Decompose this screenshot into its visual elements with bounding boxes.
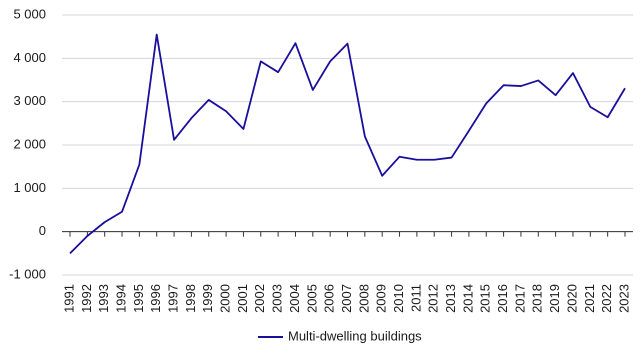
x-tick-label: 2009 <box>374 284 389 313</box>
x-tick-label: 2008 <box>356 284 371 313</box>
x-tick-label: 2013 <box>443 284 458 313</box>
x-tick-label: 2021 <box>582 284 597 313</box>
x-tick-label: 1996 <box>148 284 163 313</box>
x-tick-label: 1999 <box>200 284 215 313</box>
x-tick-label: 1993 <box>96 284 111 313</box>
x-tick-label: 2018 <box>530 284 545 313</box>
x-tick-label: 2010 <box>391 284 406 313</box>
x-tick-label: 2014 <box>460 284 475 313</box>
x-tick-label: 2005 <box>304 284 319 313</box>
x-tick-label: 1997 <box>166 284 181 313</box>
x-tick-label: 2007 <box>339 284 354 313</box>
x-tick-label: 1994 <box>113 284 128 313</box>
x-tick-label: 2023 <box>616 284 631 313</box>
y-tick-label: 5 000 <box>13 6 46 21</box>
y-tick-label: 2 000 <box>13 136 46 151</box>
y-tick-label: -1 000 <box>9 266 46 281</box>
line <box>69 33 626 254</box>
y-tick-label: 3 000 <box>13 93 46 108</box>
x-tick-label: 2019 <box>547 284 562 313</box>
x-tick-label: 2016 <box>495 284 510 313</box>
y-tick-label: 0 <box>39 223 46 238</box>
y-tick-label: 4 000 <box>13 50 46 65</box>
x-tick-label: 2011 <box>408 284 423 312</box>
x-tick-label: 2015 <box>478 284 493 313</box>
x-tick-label: 2012 <box>426 284 441 313</box>
x-tick-label: 2017 <box>512 284 527 313</box>
x-tick-label: 1991 <box>61 284 76 313</box>
x-tick-label: 1992 <box>79 284 94 313</box>
x-tick-label: 2001 <box>235 284 250 313</box>
x-tick-label: 2022 <box>599 284 614 313</box>
x-tick-label: 2006 <box>322 284 337 313</box>
x-tick-label: 2004 <box>287 284 302 313</box>
x-tick-label: 2003 <box>270 284 285 313</box>
x-tick-label: 2002 <box>252 284 267 313</box>
y-tick-label: 1 000 <box>13 180 46 195</box>
legend-label: Multi-dwelling buildings <box>288 328 422 343</box>
x-tick-label: 1998 <box>183 284 198 313</box>
x-tick-label: 2000 <box>218 284 233 313</box>
x-tick-label: 2020 <box>564 284 579 313</box>
x-tick-label: 1995 <box>131 284 146 313</box>
